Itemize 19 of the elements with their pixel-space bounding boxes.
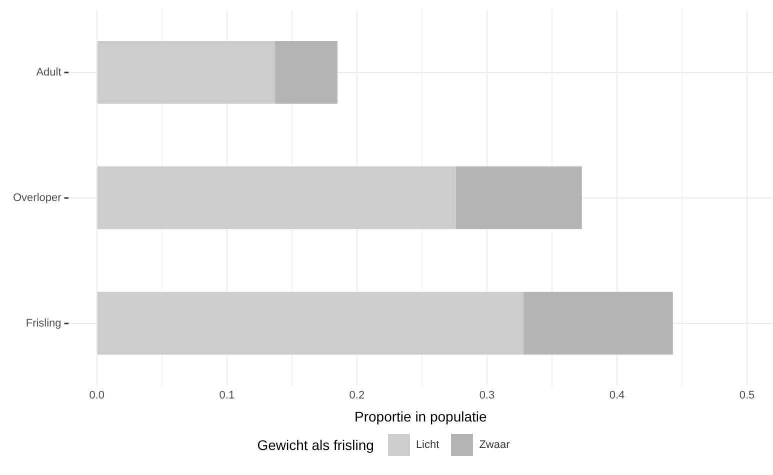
legend-title: Gewicht als frisling (257, 437, 374, 453)
x-tick-label: 0.3 (479, 390, 495, 402)
bar (97, 292, 524, 355)
x-tick-label: 0.0 (89, 390, 105, 402)
x-tick-label: 0.2 (349, 390, 365, 402)
bar (97, 166, 456, 230)
bar (275, 40, 338, 104)
bar (456, 166, 582, 230)
legend-label: Zwaar (479, 439, 510, 451)
legend-label: Licht (416, 439, 440, 451)
x-tick-label: 0.4 (609, 390, 625, 402)
y-tick-label: Frisling (26, 317, 62, 330)
y-tick-label: Adult (36, 66, 62, 78)
bar (523, 292, 673, 355)
x-axis-title: Proportie in populatie (354, 408, 488, 424)
x-tick-label: 0.5 (739, 390, 755, 402)
bar (97, 40, 276, 104)
x-tick-label: 0.1 (219, 390, 235, 402)
y-tick-label: Overloper (13, 192, 62, 204)
